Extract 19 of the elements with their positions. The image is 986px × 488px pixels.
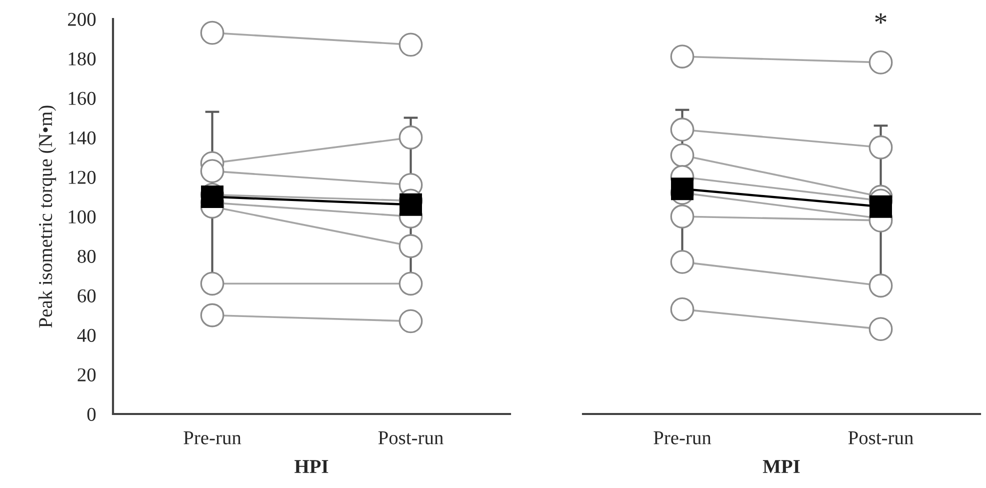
x-axis-title: MPI bbox=[762, 460, 800, 473]
y-tick-label: 120 bbox=[68, 170, 96, 184]
y-tick-label: 180 bbox=[68, 52, 96, 66]
x-axis-title: HPI bbox=[294, 460, 328, 473]
y-tick-label: 140 bbox=[68, 131, 96, 144]
y-tick-label: 80 bbox=[78, 250, 96, 263]
y-tick-label: 100 bbox=[68, 210, 96, 224]
y-axis-title: Peak isometric torque (N•m) bbox=[38, 106, 56, 328]
x-tick-label: Post-run bbox=[848, 431, 914, 444]
annotation: * bbox=[875, 13, 886, 24]
y-tick-label: 20 bbox=[78, 368, 96, 382]
x-tick-label: Pre-run bbox=[184, 431, 242, 444]
y-tick-label: 160 bbox=[68, 92, 96, 105]
x-tick-label: Post-run bbox=[378, 431, 444, 444]
x-tick-label: Pre-run bbox=[654, 431, 712, 444]
y-tick-label: 60 bbox=[78, 289, 96, 302]
y-tick-label: 0 bbox=[87, 408, 96, 421]
y-tick-label: 200 bbox=[68, 12, 96, 26]
y-tick-label: 40 bbox=[77, 328, 96, 342]
